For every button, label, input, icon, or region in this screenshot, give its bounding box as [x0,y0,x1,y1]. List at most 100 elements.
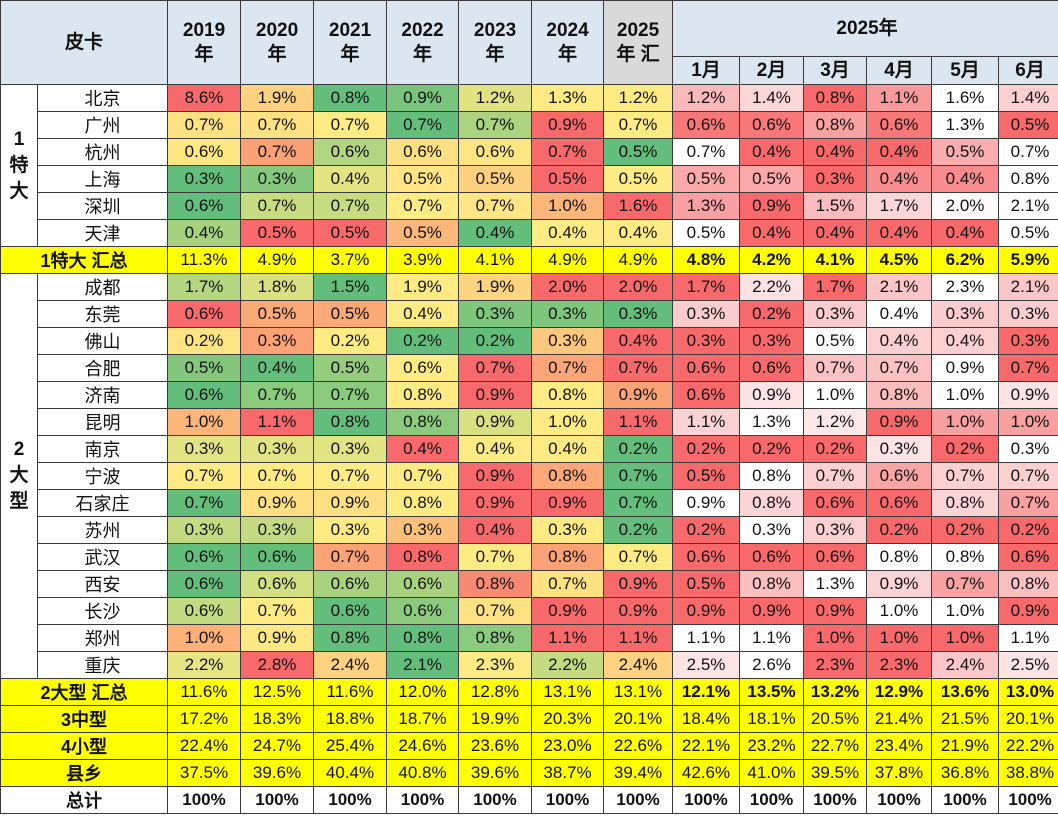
month-share-cell: 1.4% [739,84,805,112]
year-share-cell: 0.4% [603,327,674,355]
month-header-row: 1月 2月 3月 4月 5月 6月 [1,56,1058,85]
year-share-cell: 0.6% [167,543,242,571]
year-share-cell: 0.7% [167,111,242,139]
summary-row: 4小型 22.4% 24.7% 25.4% 24.6% 23.6% 23.0% 22.6% 22… [0,732,1058,760]
city-name: 长沙 [36,597,169,625]
summary-month-cell: 21.5% [931,705,1000,733]
summary-year-cell: 37.5% [167,759,242,787]
year-share-cell: 0.6% [386,570,460,598]
table-row: 广州 0.7% 0.7% 0.7% 0.7% 0.7% 0.9% 0.7% 0.6% 0.6% 0.… [1,111,1058,139]
year-share-cell: 0.4% [531,219,605,247]
year-share-cell: 0.2% [603,435,674,463]
summary-year-cell: 23.0% [531,732,605,760]
year-share-cell: 0.8% [531,462,605,490]
month-share-cell: 0.7% [931,570,1000,598]
month-share-cell: 0.6% [866,489,933,517]
month-share-cell: 0.7% [931,462,1000,490]
year-header: 2023 年 [458,0,533,85]
month-share-cell: 1.5% [803,192,868,220]
total-month-cell: 100% [803,786,868,814]
year-share-cell: 1.0% [167,624,242,652]
table-row: 济南 0.6% 0.7% 0.7% 0.8% 0.9% 0.8% 0.9% 0.6% 0.9% 1.… [1,381,1058,409]
year-share-cell: 0.6% [167,138,242,166]
total-month-cell: 100% [931,786,1000,814]
year-share-cell: 0.7% [167,462,242,490]
year-share-cell: 0.7% [386,111,460,139]
month-share-cell: 1.1% [998,624,1058,652]
summary-year-cell: 40.4% [313,759,388,787]
subtotal-month-cell: 4.1% [803,246,868,274]
year-share-cell: 0.6% [313,597,388,625]
month-share-cell: 0.7% [998,462,1058,490]
year-share-cell: 0.2% [167,327,242,355]
subtotal-year-cell: 11.3% [167,246,242,274]
year-share-cell: 0.8% [531,543,605,571]
month-share-cell: 1.3% [803,570,868,598]
year-header: 2024 年 [531,0,605,85]
year-share-cell: 0.5% [240,219,315,247]
month-share-cell: 2.5% [672,651,741,679]
month-share-cell: 2.1% [998,273,1058,301]
month-share-cell: 0.6% [866,462,933,490]
year-share-cell: 0.4% [458,219,533,247]
monthly-group-header: 2025年 [672,0,1058,57]
year-share-cell: 0.3% [313,435,388,463]
year-share-cell: 0.4% [313,165,388,193]
table-row: 宁波 0.7% 0.7% 0.7% 0.7% 0.9% 0.8% 0.7% 0.5% 0.8% 0.… [1,462,1058,490]
month-share-cell: 0.4% [803,138,868,166]
month-share-cell: 0.9% [672,489,741,517]
year-share-cell: 0.3% [531,516,605,544]
corner-header: 皮卡 [0,0,169,85]
year-share-cell: 0.6% [386,354,460,382]
month-share-cell: 0.2% [739,435,805,463]
city-name: 石家庄 [36,489,169,517]
month-share-cell: 2.1% [866,273,933,301]
city-name: 天津 [36,219,169,247]
subtotal-year-cell: 4.1% [458,246,533,274]
group-label: 1 特 大 [0,84,38,247]
subtotal-month-cell: 12.1% [672,678,741,706]
subtotal-year-cell: 13.1% [603,678,674,706]
month-share-cell: 0.3% [866,435,933,463]
year-share-cell: 0.2% [313,327,388,355]
month-share-cell: 0.3% [739,516,805,544]
month-share-cell: 2.0% [931,192,1000,220]
year-share-cell: 0.7% [313,192,388,220]
month-share-cell: 0.4% [739,138,805,166]
month-share-cell: 0.2% [931,435,1000,463]
year-share-cell: 1.8% [240,273,315,301]
month-share-cell: 0.4% [803,219,868,247]
year-share-cell: 0.7% [603,462,674,490]
year-share-cell: 0.7% [458,111,533,139]
month-share-cell: 0.8% [803,111,868,139]
year-share-cell: 0.3% [458,300,533,328]
summary-year-cell: 18.7% [386,705,460,733]
year-share-cell: 0.5% [240,300,315,328]
year-header-2025-total: 2025 年 汇 [603,0,674,85]
city-name: 南京 [36,435,169,463]
subtotal-label: 1特大 汇总 [0,246,169,274]
month-share-cell: 0.4% [739,219,805,247]
summary-month-cell: 21.4% [866,705,933,733]
year-share-cell: 0.2% [458,327,533,355]
year-share-cell: 0.6% [313,138,388,166]
year-share-cell: 0.8% [313,408,388,436]
year-share-cell: 0.7% [458,597,533,625]
table-row: 武汉 0.6% 0.6% 0.7% 0.8% 0.7% 0.8% 0.7% 0.6% 0.6% 0.… [1,543,1058,571]
summary-month-cell: 42.6% [672,759,741,787]
summary-month-cell: 22.7% [803,732,868,760]
year-share-cell: 0.7% [603,354,674,382]
year-share-cell: 0.2% [386,327,460,355]
subtotal-year-cell: 13.1% [531,678,605,706]
month-share-cell: 0.5% [998,219,1058,247]
month-share-cell: 0.6% [866,111,933,139]
month-header: 2月 [739,56,805,85]
year-share-cell: 0.8% [386,381,460,409]
month-share-cell: 0.8% [803,84,868,112]
year-share-cell: 0.7% [531,570,605,598]
year-share-cell: 2.1% [386,651,460,679]
summary-month-cell: 22.2% [998,732,1058,760]
table-row: 长沙 0.6% 0.7% 0.6% 0.6% 0.7% 0.9% 0.9% 0.9% 0.9% 0.… [1,597,1058,625]
year-share-cell: 0.3% [167,516,242,544]
year-share-cell: 0.6% [458,138,533,166]
